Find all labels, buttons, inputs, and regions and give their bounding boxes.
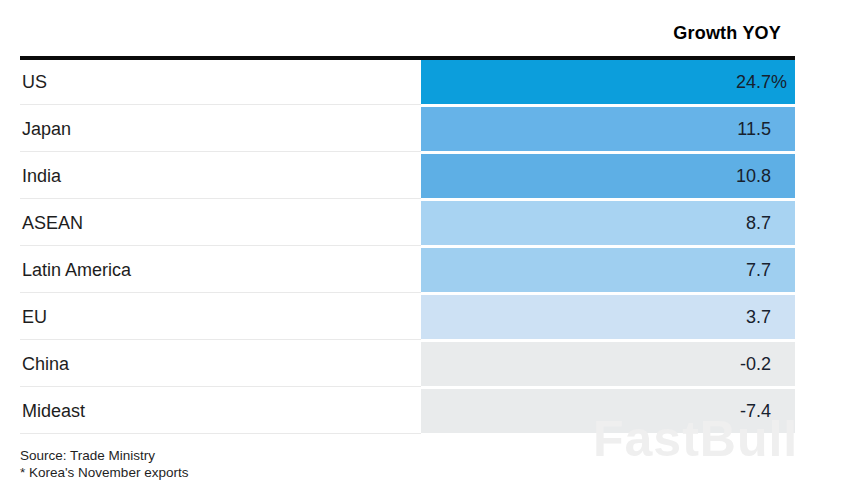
- table-row: Latin America 7.7: [20, 248, 795, 295]
- value-cell: 10.8: [421, 154, 795, 198]
- row-label: Japan: [20, 107, 421, 152]
- row-label: India: [20, 154, 421, 199]
- value-number: 11.5: [737, 119, 771, 139]
- value-number: 3.7: [746, 307, 771, 327]
- value-cell: 8.7: [421, 201, 795, 245]
- row-value: 3.7: [746, 307, 771, 328]
- table-row: India 10.8: [20, 154, 795, 201]
- row-value: 11.5: [737, 119, 771, 140]
- row-label: ASEAN: [20, 201, 421, 246]
- table-row: Japan 11.5: [20, 107, 795, 154]
- table-row: China -0.2: [20, 342, 795, 389]
- row-value: 24.7%: [736, 72, 771, 93]
- source-note: Source: Trade Ministry: [20, 447, 795, 464]
- row-label: US: [20, 60, 421, 105]
- value-number: -0.2: [740, 354, 771, 374]
- row-label: Latin America: [20, 248, 421, 293]
- value-number: 8.7: [746, 213, 771, 233]
- value-suffix: %: [771, 72, 787, 93]
- value-cell: 3.7: [421, 295, 795, 339]
- row-label: Mideast: [20, 389, 421, 434]
- footnote: * Korea's November exports: [20, 464, 795, 481]
- value-cell: 24.7%: [421, 60, 795, 104]
- table-row: EU 3.7: [20, 295, 795, 342]
- row-value: -7.4: [740, 401, 771, 422]
- value-number: 7.7: [746, 260, 771, 280]
- value-cell: -7.4: [421, 389, 795, 433]
- table-row: US 24.7%: [20, 60, 795, 107]
- value-number: -7.4: [740, 401, 771, 421]
- growth-table: Growth YOY US 24.7% Japan 11.5 India 10.…: [20, 0, 795, 481]
- value-number: 10.8: [736, 166, 771, 186]
- row-value: 8.7: [746, 213, 771, 234]
- row-label: EU: [20, 295, 421, 340]
- value-cell: -0.2: [421, 342, 795, 386]
- value-column-header: Growth YOY: [20, 0, 795, 56]
- table-body: US 24.7% Japan 11.5 India 10.8 ASEAN: [20, 60, 795, 436]
- chart-page: Growth YOY US 24.7% Japan 11.5 India 10.…: [0, 0, 851, 503]
- row-value: 7.7: [746, 260, 771, 281]
- row-value: 10.8: [736, 166, 771, 187]
- row-label: China: [20, 342, 421, 387]
- table-row: ASEAN 8.7: [20, 201, 795, 248]
- chart-footer: Source: Trade Ministry * Korea's Novembe…: [20, 447, 795, 481]
- value-cell: 11.5: [421, 107, 795, 151]
- table-row: Mideast -7.4: [20, 389, 795, 436]
- value-cell: 7.7: [421, 248, 795, 292]
- value-number: 24.7: [736, 72, 771, 92]
- row-value: -0.2: [740, 354, 771, 375]
